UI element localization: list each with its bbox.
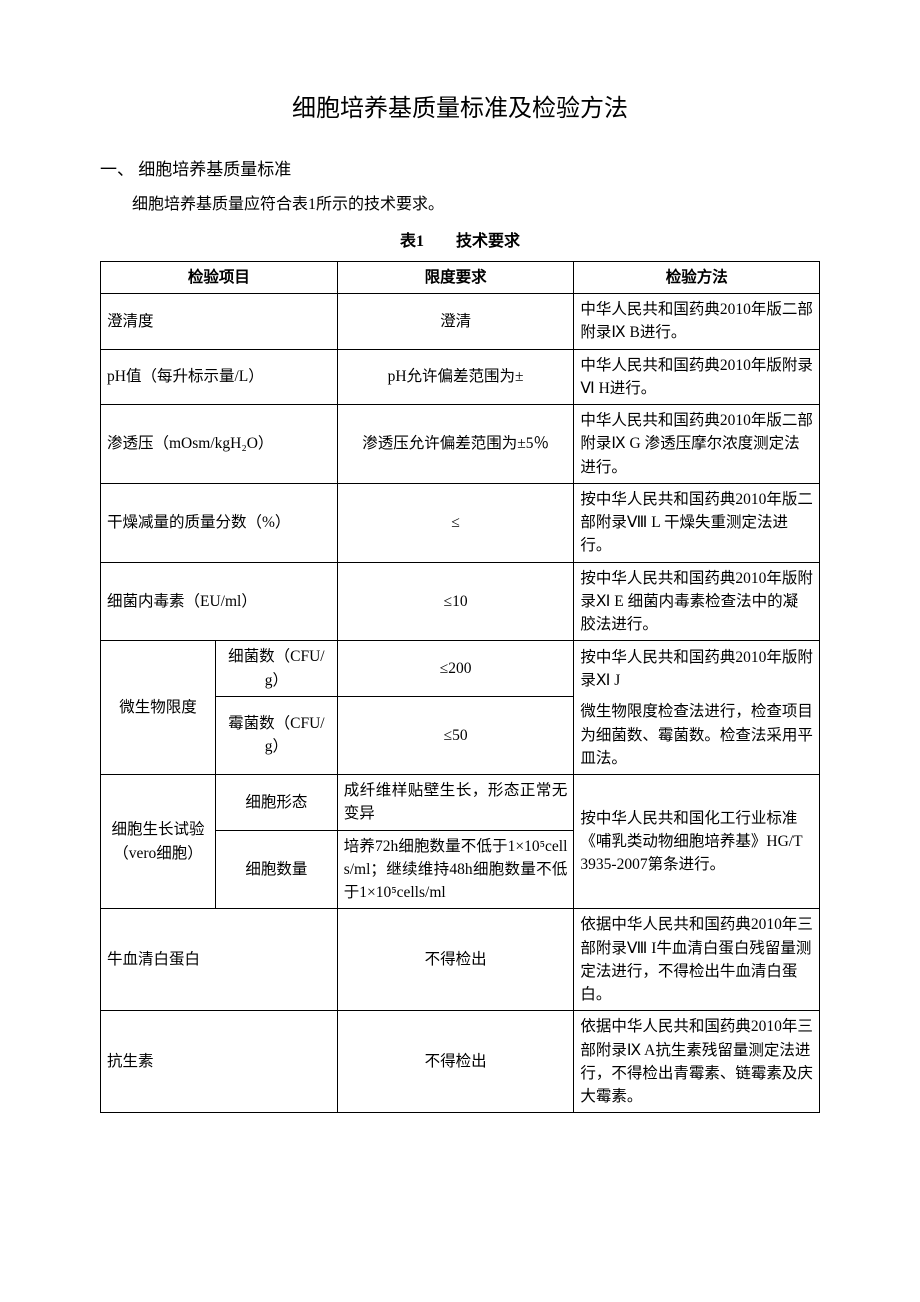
cell-limit: 渗透压允许偏差范围为±5％ — [337, 405, 574, 484]
table-caption: 表1 技术要求 — [100, 229, 820, 255]
cell-method: 按中华人民共和国药典2010年版附录Ⅺ J — [574, 641, 820, 697]
requirements-table: 检验项目 限度要求 检验方法 澄清度 澄清 中华人民共和国药典2010年版二部附… — [100, 261, 820, 1114]
cell-limit: pH允许偏差范围为± — [337, 349, 574, 405]
cell-limit: 培养72h细胞数量不低于1×10⁵cells/ml；继续维持48h细胞数量不低于… — [337, 830, 574, 909]
cell-item: pH值（每升标示量/L） — [101, 349, 338, 405]
cell-limit: ≤200 — [337, 641, 574, 697]
cell-limit: 成纤维样贴壁生长，形态正常无变异 — [337, 775, 574, 831]
cell-method: 中华人民共和国药典2010年版二部附录Ⅸ G 渗透压摩尔浓度测定法进行。 — [574, 405, 820, 484]
cell-group: 细胞生长试验（vero细胞） — [101, 775, 216, 909]
table-row: 抗生素 不得检出 依据中华人民共和国药典2010年三部附录Ⅸ A抗生素残留量测定… — [101, 1011, 820, 1113]
document-title: 细胞培养基质量标准及检验方法 — [100, 90, 820, 128]
table-row: 干燥减量的质量分数（%） ≤ 按中华人民共和国药典2010年版二部附录Ⅷ L 干… — [101, 483, 820, 562]
cell-subitem: 细胞形态 — [216, 775, 338, 831]
table-row: pH值（每升标示量/L） pH允许偏差范围为± 中华人民共和国药典2010年版附… — [101, 349, 820, 405]
cell-item: 澄清度 — [101, 294, 338, 350]
table-row: 澄清度 澄清 中华人民共和国药典2010年版二部附录Ⅸ B进行。 — [101, 294, 820, 350]
cell-limit: ≤50 — [337, 696, 574, 774]
cell-limit: ≤ — [337, 483, 574, 562]
header-item: 检验项目 — [101, 261, 338, 293]
cell-item: 牛血清白蛋白 — [101, 909, 338, 1011]
table-row: 牛血清白蛋白 不得检出 依据中华人民共和国药典2010年三部附录Ⅷ I牛血清白蛋… — [101, 909, 820, 1011]
section-1-heading: 一、 细胞培养基质量标准 — [100, 156, 820, 183]
cell-subitem: 霉菌数（CFU/g） — [216, 696, 338, 774]
table-row: 渗透压（mOsm/kgH₂O） 渗透压允许偏差范围为±5％ 中华人民共和国药典2… — [101, 405, 820, 484]
cell-limit: 澄清 — [337, 294, 574, 350]
cell-subitem: 细菌数（CFU/g） — [216, 641, 338, 697]
cell-method: 中华人民共和国药典2010年版二部附录Ⅸ B进行。 — [574, 294, 820, 350]
cell-method: 依据中华人民共和国药典2010年三部附录Ⅸ A抗生素残留量测定法进行，不得检出青… — [574, 1011, 820, 1113]
cell-method: 按中华人民共和国药典2010年版附录Ⅺ E 细菌内毒素检查法中的凝胶法进行。 — [574, 562, 820, 641]
cell-limit: ≤10 — [337, 562, 574, 641]
cell-subitem: 细胞数量 — [216, 830, 338, 909]
cell-item: 抗生素 — [101, 1011, 338, 1113]
header-method: 检验方法 — [574, 261, 820, 293]
cell-method: 中华人民共和国药典2010年版附录Ⅵ H进行。 — [574, 349, 820, 405]
section-1-body: 细胞培养基质量应符合表1所示的技术要求。 — [132, 192, 820, 218]
table-row: 细菌内毒素（EU/ml） ≤10 按中华人民共和国药典2010年版附录Ⅺ E 细… — [101, 562, 820, 641]
table-header-row: 检验项目 限度要求 检验方法 — [101, 261, 820, 293]
cell-method: 微生物限度检查法进行，检查项目为细菌数、霉菌数。检查法采用平皿法。 — [574, 696, 820, 774]
cell-method: 依据中华人民共和国药典2010年三部附录Ⅷ I牛血清白蛋白残留量测定法进行，不得… — [574, 909, 820, 1011]
table-row: 微生物限度 细菌数（CFU/g） ≤200 按中华人民共和国药典2010年版附录… — [101, 641, 820, 697]
cell-item: 渗透压（mOsm/kgH₂O） — [101, 405, 338, 484]
cell-group: 微生物限度 — [101, 641, 216, 775]
cell-method: 按中华人民共和国药典2010年版二部附录Ⅷ L 干燥失重测定法进行。 — [574, 483, 820, 562]
table-row: 细胞生长试验（vero细胞） 细胞形态 成纤维样贴壁生长，形态正常无变异 按中华… — [101, 775, 820, 831]
cell-limit: 不得检出 — [337, 1011, 574, 1113]
cell-item: 细菌内毒素（EU/ml） — [101, 562, 338, 641]
cell-limit: 不得检出 — [337, 909, 574, 1011]
header-limit: 限度要求 — [337, 261, 574, 293]
cell-method: 按中华人民共和国化工行业标准《哺乳类动物细胞培养基》HG/T 3935-2007… — [574, 775, 820, 909]
cell-item: 干燥减量的质量分数（%） — [101, 483, 338, 562]
